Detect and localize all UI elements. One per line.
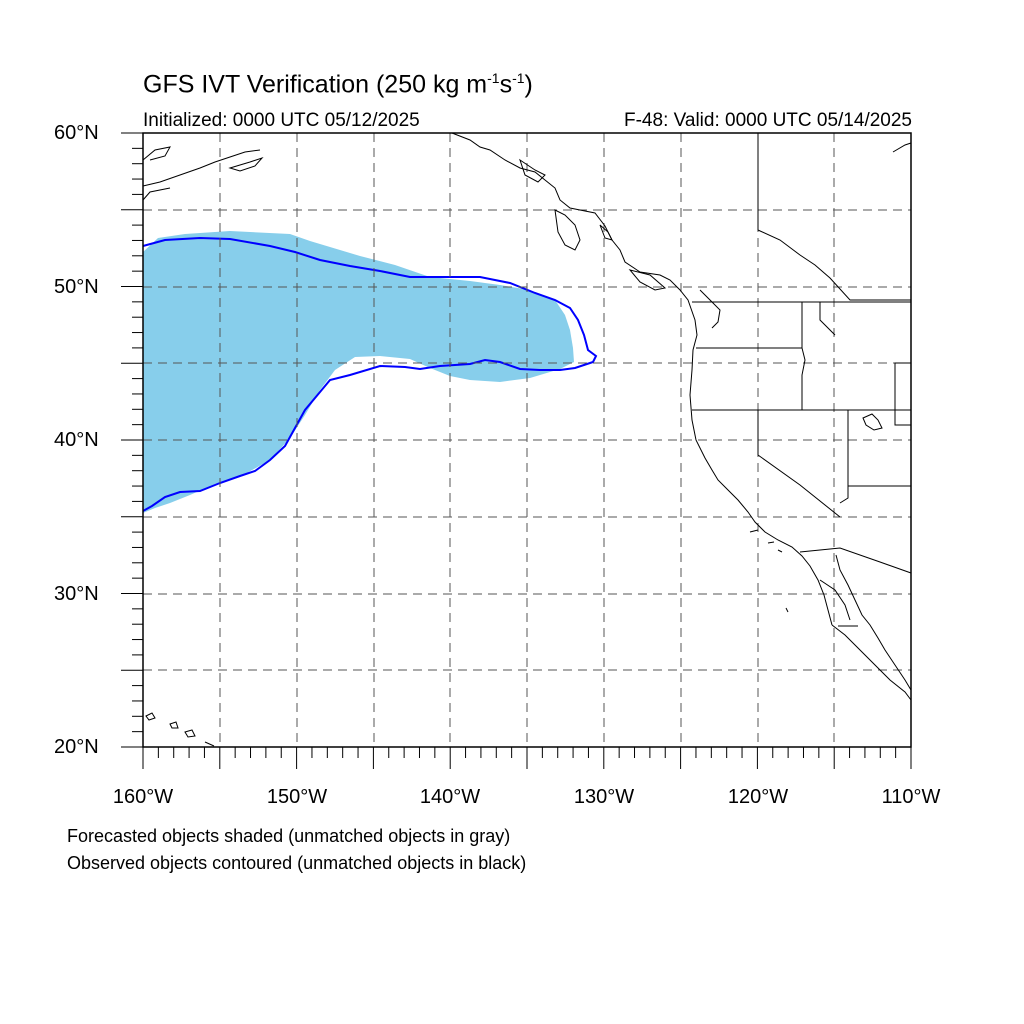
lon-label-130w: 130°W xyxy=(573,786,635,808)
lat-label-50: 50°N xyxy=(54,276,99,298)
observed-contour xyxy=(142,236,598,512)
lon-label-160w: 160°W xyxy=(112,786,174,808)
state-borders xyxy=(692,133,912,627)
lon-label-120w: 120°W xyxy=(727,786,789,808)
lon-label-110w: 110°W xyxy=(881,786,941,808)
coastlines xyxy=(142,132,912,747)
initialized-time: Initialized: 0000 UTC 05/12/2025 xyxy=(143,110,420,131)
lat-label-60: 60°N xyxy=(54,122,99,144)
lon-label-150w: 150°W xyxy=(266,786,328,808)
forecast-object xyxy=(143,231,574,513)
lat-label-40: 40°N xyxy=(54,429,99,451)
valid-time: F-48: Valid: 0000 UTC 05/14/2025 xyxy=(624,110,912,131)
legend-forecast-note: Forecasted objects shaded (unmatched obj… xyxy=(67,826,511,846)
lat-label-30: 30°N xyxy=(54,583,99,605)
map-title: GFS IVT Verification (250 kg m-1s-1) xyxy=(143,70,533,99)
lat-label-20: 20°N xyxy=(54,736,99,758)
legend-observed-note: Observed objects contoured (unmatched ob… xyxy=(67,853,527,873)
lon-label-140w: 140°W xyxy=(419,786,481,808)
tick-marks xyxy=(121,132,912,769)
